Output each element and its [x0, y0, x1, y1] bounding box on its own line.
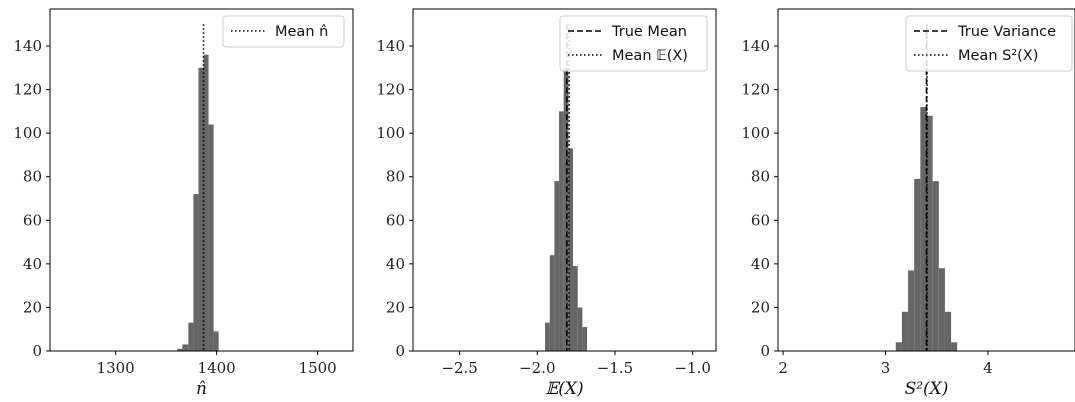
histogram-bar [920, 107, 927, 351]
histogram-panel-2: 0 20 40 60 80 100 120 140 −2.5 −2.0 −1.5 −1.0 𝔼(X) Tr… [376, 8, 717, 399]
y-tick-label: 0 [395, 342, 405, 360]
histogram-bar [951, 342, 958, 351]
plot-frame [412, 8, 717, 352]
histogram-bar [213, 331, 219, 351]
histogram-bar [198, 67, 204, 352]
y-tick-label: 80 [23, 168, 42, 186]
histogram-bar [914, 178, 921, 351]
histogram-bar [582, 327, 588, 351]
y-tick-label: 140 [13, 37, 42, 55]
plot-frame [49, 8, 354, 352]
histogram-bar [895, 342, 902, 351]
y-tick-label: 40 [386, 255, 405, 273]
y-tick-label: 20 [751, 298, 770, 316]
legend-box [905, 15, 1073, 72]
legend-label: True Variance [957, 24, 1056, 40]
y-tick-label: 140 [376, 37, 405, 55]
x-tick-label: −2.5 [441, 359, 477, 377]
legend-label: Mean 𝔼(X) [612, 48, 688, 64]
histogram-bar [549, 255, 555, 351]
histogram-bar [554, 181, 560, 351]
x-tick-label: 3 [881, 359, 891, 377]
histogram-bar [559, 111, 564, 351]
plot-frame [777, 8, 1075, 352]
y-tick-label: 40 [751, 255, 770, 273]
histogram-panel-1: 0 20 40 60 80 100 120 140 1300 1400 1500 n̂ Mean n̂ [13, 8, 354, 399]
histogram-bar [203, 54, 209, 351]
y-tick-label: 120 [376, 81, 405, 99]
y-tick-label: 20 [386, 298, 405, 316]
x-tick-label: 1500 [299, 359, 337, 377]
x-tick-label: 1400 [198, 359, 236, 377]
legend-label: True Mean [611, 24, 687, 40]
histogram-bar [208, 124, 214, 351]
x-axis-label: S²(X) [905, 379, 949, 399]
y-tick-label: 0 [760, 342, 770, 360]
histogram-bar [908, 270, 915, 351]
y-tick-label: 80 [751, 168, 770, 186]
legend-label: Mean S²(X) [958, 48, 1038, 64]
histogram-bar [938, 268, 945, 351]
x-axis-label: n̂ [196, 379, 207, 399]
x-tick-label: 2 [778, 359, 788, 377]
histogram-bar [573, 266, 578, 351]
y-tick-label: 120 [13, 81, 42, 99]
y-tick-label: 120 [741, 81, 770, 99]
y-tick-label: 100 [741, 124, 770, 142]
histogram-panel-3: 0 20 40 60 80 100 120 140 2 3 4 S²(X) True Variance M… [741, 8, 1075, 399]
x-tick-label: 4 [983, 359, 993, 377]
legend: True Variance Mean S²(X) [905, 15, 1073, 72]
y-tick-label: 40 [23, 255, 42, 273]
x-tick-label: −2.0 [519, 359, 555, 377]
y-tick-label: 100 [13, 124, 42, 142]
y-tick-label: 60 [751, 211, 770, 229]
histogram-bar [932, 181, 939, 351]
histogram-bar [926, 115, 933, 351]
x-tick-label: −1.0 [674, 359, 710, 377]
y-tick-label: 60 [386, 211, 405, 229]
y-tick-label: 80 [386, 168, 405, 186]
y-tick-label: 0 [32, 342, 42, 360]
histogram-bar [177, 348, 183, 351]
y-tick-label: 100 [376, 124, 405, 142]
histogram-bar [901, 311, 909, 351]
histogram-bar [182, 344, 189, 351]
x-tick-label: −1.5 [597, 359, 633, 377]
histogram-bar [193, 194, 199, 351]
histogram-bar [944, 311, 952, 351]
histogram-bar [188, 322, 194, 351]
y-tick-label: 20 [23, 298, 42, 316]
legend: Mean n̂ [222, 15, 345, 48]
y-tick-label: 140 [741, 37, 770, 55]
y-tick-label: 60 [23, 211, 42, 229]
legend-box [222, 15, 345, 48]
x-tick-label: 1300 [97, 359, 135, 377]
legend-box [559, 15, 708, 72]
x-axis-label: 𝔼(X) [545, 379, 583, 399]
histogram-bar [568, 148, 574, 351]
histogram-bar [545, 322, 550, 351]
histogram-bar [577, 307, 583, 351]
legend: True Mean Mean 𝔼(X) [559, 15, 708, 72]
legend-label: Mean n̂ [275, 24, 328, 40]
